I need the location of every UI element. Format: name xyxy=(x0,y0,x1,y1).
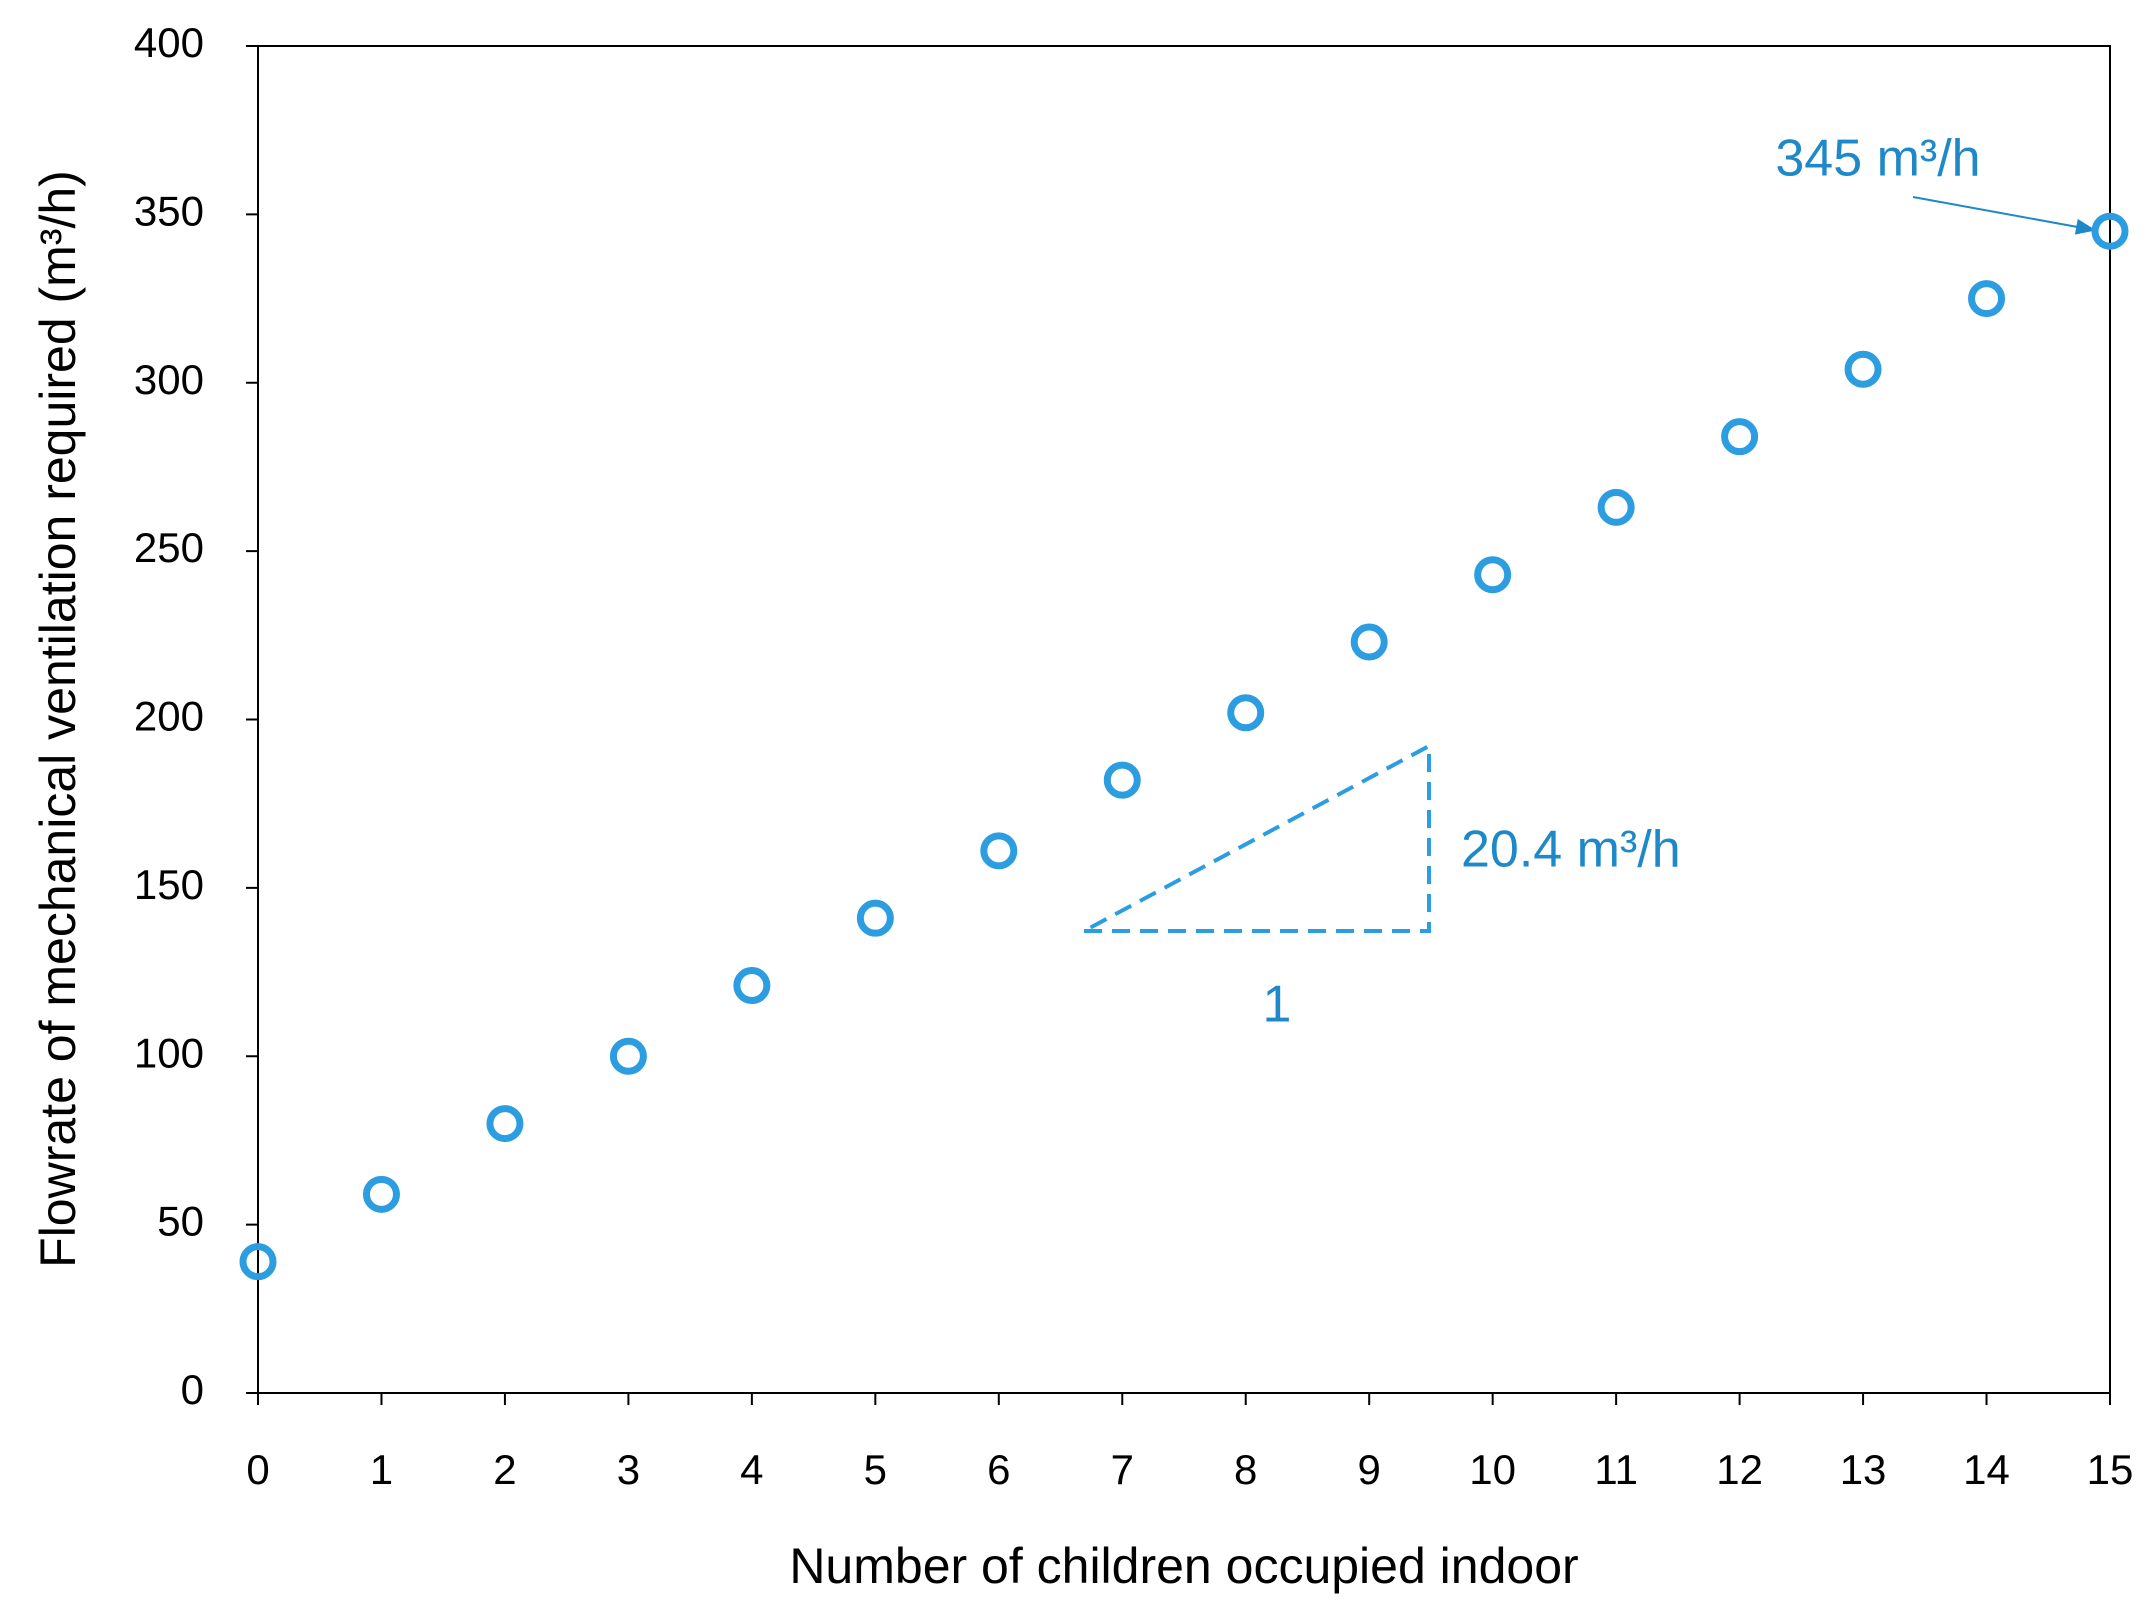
marker xyxy=(486,1105,524,1143)
marker xyxy=(1474,556,1512,594)
x-tick-label: 14 xyxy=(1963,1446,2010,1493)
y-tick-label: 250 xyxy=(134,524,204,571)
marker xyxy=(1721,418,1759,456)
marker xyxy=(609,1037,647,1075)
x-tick-label: 8 xyxy=(1234,1446,1257,1493)
x-tick-label: 1 xyxy=(370,1446,393,1493)
annotation: 345 m³/h xyxy=(1775,130,1980,188)
x-tick-label: 7 xyxy=(1111,1446,1134,1493)
y-tick-label: 50 xyxy=(157,1198,204,1245)
annotation: 20.4 m³/h xyxy=(1461,821,1681,879)
x-tick-label: 3 xyxy=(617,1446,640,1493)
x-tick-label: 15 xyxy=(2087,1446,2134,1493)
marker xyxy=(239,1243,277,1281)
y-axis-label: Flowrate of mechanical ventilation requi… xyxy=(30,170,86,1268)
x-tick-label: 5 xyxy=(864,1446,887,1493)
plot-frame xyxy=(257,45,2111,1394)
x-tick-label: 11 xyxy=(1594,1446,1638,1493)
marker xyxy=(856,899,894,937)
x-tick-label: 13 xyxy=(1840,1446,1887,1493)
marker xyxy=(1844,350,1882,388)
slope-triangle xyxy=(1083,742,1431,933)
marker xyxy=(2091,212,2129,250)
y-tick-label: 300 xyxy=(134,356,204,403)
x-tick-label: 0 xyxy=(246,1446,269,1493)
marker xyxy=(1597,488,1635,526)
x-tick-label: 10 xyxy=(1469,1446,1516,1493)
marker xyxy=(1350,623,1388,661)
y-tick-label: 0 xyxy=(181,1366,204,1413)
x-tick-label: 6 xyxy=(987,1446,1010,1493)
y-tick-label: 400 xyxy=(134,19,204,66)
annotation: 1 xyxy=(1263,976,1292,1034)
annotation-arrow xyxy=(1912,196,2096,235)
x-tick-label: 12 xyxy=(1716,1446,1763,1493)
x-tick-label: 2 xyxy=(493,1446,516,1493)
marker xyxy=(733,967,771,1005)
y-tick-label: 100 xyxy=(134,1029,204,1076)
marker xyxy=(1227,694,1265,732)
y-tick-label: 150 xyxy=(134,861,204,908)
marker xyxy=(362,1175,400,1213)
marker xyxy=(1968,280,2006,318)
x-tick-label: 4 xyxy=(740,1446,763,1493)
x-tick-label: 9 xyxy=(1358,1446,1381,1493)
x-axis-label: Number of children occupied indoor xyxy=(789,1538,1578,1594)
y-tick-label: 350 xyxy=(134,187,204,234)
y-tick-label: 200 xyxy=(134,693,204,740)
marker xyxy=(1103,761,1141,799)
marker xyxy=(980,832,1018,870)
